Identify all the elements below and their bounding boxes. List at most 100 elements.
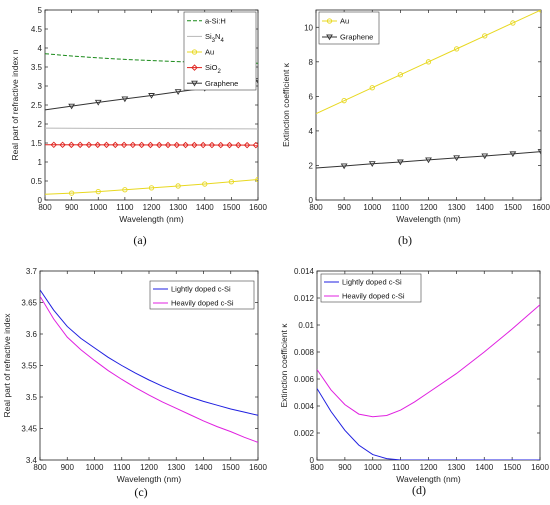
data-point-sio2	[147, 141, 154, 149]
x-tick-label: 1300	[169, 203, 187, 212]
x-tick-label: 800	[310, 463, 324, 472]
data-point-sio2	[182, 141, 189, 149]
data-point-au	[175, 183, 181, 189]
y-tick-label: 3.55	[21, 362, 37, 371]
series-line-graphene	[316, 151, 541, 169]
x-tick-label: 800	[33, 463, 47, 472]
chart-panel-a: 800 900 1000 1100 1200 1300 1400 1500 1600 0 0.5 1 1…	[10, 6, 267, 247]
series-line-heavily-doped-c-si	[40, 295, 258, 443]
y-tick-label: 0.01	[298, 321, 314, 330]
series-line-au	[316, 10, 541, 115]
data-point-au	[228, 179, 235, 185]
legend-label: Heavily doped c-Si	[342, 292, 405, 301]
data-point-graphene	[509, 151, 517, 158]
series-line-heavily-doped-c-si	[317, 304, 540, 418]
y-tick-label: 3.5	[31, 63, 43, 72]
y-tick-label: 1	[38, 158, 43, 167]
panel-caption: (c)	[134, 485, 147, 499]
y-tick-label: 3.4	[26, 456, 38, 465]
legend-label: Si3N4	[205, 32, 224, 44]
y-tick-label: 8	[309, 58, 314, 67]
data-point-sio2	[120, 141, 128, 149]
data-point-graphene	[396, 159, 404, 166]
y-tick-label: 5	[38, 6, 43, 15]
y-tick-label: 0.008	[294, 348, 315, 357]
data-point-sio2	[155, 141, 163, 149]
legend-marker	[191, 49, 198, 55]
x-tick-label: 1200	[143, 203, 161, 212]
x-tick-label: 1600	[531, 463, 549, 472]
series-line-lightly-doped-c-si	[317, 388, 540, 460]
x-tick-label: 900	[337, 203, 351, 212]
data-point-sio2	[164, 141, 172, 149]
data-point-sio2	[103, 141, 110, 149]
y-tick-label: 6	[309, 92, 314, 101]
data-point-graphene	[340, 163, 348, 170]
data-point-au	[122, 187, 128, 193]
y-tick-label: 0	[309, 196, 314, 205]
data-point-sio2	[199, 141, 207, 149]
y-tick-label: 4.5	[31, 25, 43, 34]
x-tick-label: 1500	[222, 463, 240, 472]
x-tick-label: 1300	[447, 463, 465, 472]
y-tick-label: 3.65	[21, 299, 37, 308]
data-point-graphene	[368, 161, 376, 168]
data-point-au	[482, 33, 488, 39]
data-point-graphene	[453, 155, 461, 162]
legend-label: a-Si:H	[205, 16, 226, 25]
data-point-au	[369, 85, 375, 91]
series-line-lightly-doped-c-si	[40, 289, 258, 416]
y-tick-label: 3.7	[26, 267, 38, 276]
x-tick-label: 1100	[113, 463, 131, 472]
x-axis-label: Wavelength (nm)	[396, 474, 461, 484]
x-tick-label: 1000	[86, 463, 104, 472]
x-tick-label: 1100	[392, 463, 410, 472]
legend-marker	[326, 34, 333, 41]
x-tick-label: 1200	[140, 463, 158, 472]
data-point-sio2	[235, 141, 242, 149]
data-point-au	[397, 72, 404, 78]
y-axis-label: Extinction coefficient κ	[279, 323, 289, 408]
data-point-au	[255, 176, 258, 183]
panel-caption: (b)	[398, 233, 412, 247]
legend-label: Graphene	[340, 33, 373, 42]
y-tick-label: 0.5	[31, 177, 43, 186]
data-point-au	[453, 46, 460, 52]
y-axis-label: Real part of refractive index n	[10, 49, 20, 160]
x-tick-label: 1100	[116, 203, 134, 212]
legend-box	[149, 280, 255, 310]
legend-label: Heavily doped c-Si	[171, 299, 234, 308]
data-point-au	[341, 98, 347, 104]
series-line-si3n4	[45, 127, 258, 130]
chart-panel-b: 800 900 1000 1100 1200 1300 1400 1500 1600 0 2 4 6 8 1…	[281, 9, 550, 247]
legend: a-Si:H Si3N4 Au SiO2 Graphene	[183, 11, 257, 91]
x-tick-label: 1100	[392, 203, 410, 212]
series-group	[40, 289, 258, 443]
x-tick-label: 900	[338, 463, 352, 472]
y-tick-label: 1.5	[31, 139, 43, 148]
panel-caption: (d)	[412, 483, 426, 497]
y-tick-label: 3.5	[26, 393, 38, 402]
data-point-graphene	[121, 96, 129, 103]
x-axis-label: Wavelength (nm)	[396, 214, 461, 224]
plot-area	[316, 270, 541, 461]
y-tick-label: 3	[38, 82, 43, 91]
chart-panel-c: 800 900 1000 1100 1200 1300 1400 1500 1600 3.4 3.4…	[2, 267, 267, 499]
data-point-graphene	[481, 153, 489, 160]
data-point-sio2	[243, 141, 251, 149]
x-tick-label: 1500	[503, 463, 521, 472]
x-tick-label: 1400	[476, 203, 494, 212]
y-tick-label: 0.012	[294, 294, 315, 303]
legend-label: Graphene	[205, 79, 238, 88]
data-point-sio2	[129, 141, 137, 149]
data-point-sio2	[112, 141, 119, 149]
panel-caption: (a)	[133, 233, 146, 247]
x-tick-label: 1300	[448, 203, 466, 212]
legend: Lightly doped c-Si Heavily doped c-Si	[149, 280, 255, 310]
data-point-graphene	[148, 93, 155, 99]
x-tick-label: 900	[65, 203, 79, 212]
chart-panel-d: 800 900 1000 1100 1200 1300 1400 1500 1600 0 0.002…	[279, 267, 549, 497]
legend-label: SiO2	[205, 63, 222, 75]
data-point-sio2	[217, 141, 224, 149]
legend-marker	[326, 18, 333, 24]
